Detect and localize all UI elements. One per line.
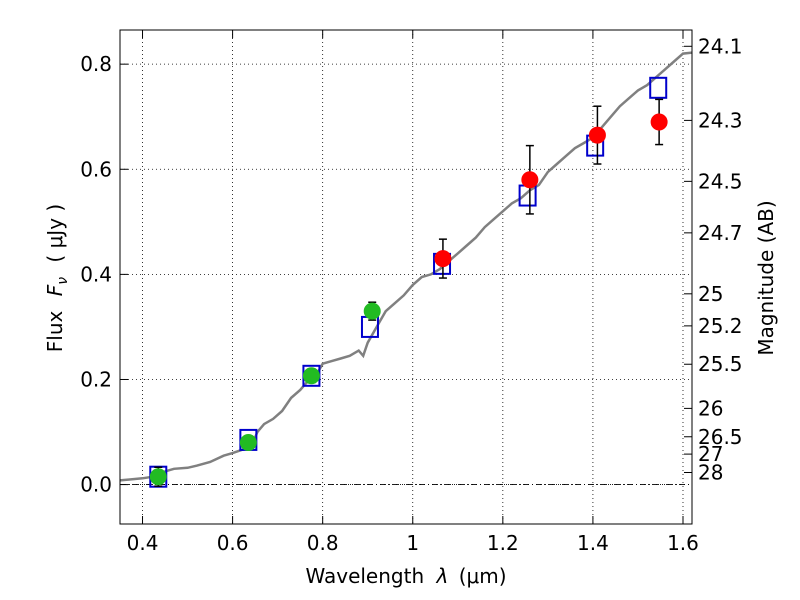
right-tick-label: 26.5	[698, 425, 743, 449]
photometry-point	[588, 126, 606, 144]
right-tick-label: 24.3	[698, 108, 743, 132]
model-spectrum-series	[119, 51, 693, 482]
axis-ticks: 0.4 0.6 0.8 1 1.2 1.4 1.6 0.0 0.2 0.4 0.6 0.8 24.1 24…	[80, 30, 743, 555]
photometry-point	[434, 250, 452, 268]
right-tick-label: 24.5	[698, 169, 743, 193]
x-tick-label: 1.6	[667, 531, 699, 555]
y-tick-label: 0.4	[80, 262, 112, 286]
x-axis-label: Wavelength λ (μm)	[305, 564, 506, 588]
right-axis-label: Magnitude (AB)	[754, 200, 778, 355]
x-tick-label: 1.2	[487, 531, 519, 555]
right-tick-label: 27	[698, 442, 723, 466]
x-tick-label: 1	[406, 531, 419, 555]
y-axis-label: Flux Fν ( μJy )	[43, 204, 72, 352]
right-tick-label: 25	[698, 282, 723, 306]
plot-frame	[119, 29, 693, 525]
y-tick-label: 0.8	[80, 52, 112, 76]
synthetic-square-marker	[649, 76, 668, 99]
x-tick-label: 0.6	[217, 531, 249, 555]
grid-lines	[120, 30, 692, 524]
y-tick-label: 0.6	[80, 157, 112, 181]
x-tick-label: 0.8	[307, 531, 339, 555]
observed-photometry-series	[149, 113, 668, 486]
photometry-point	[149, 468, 167, 486]
photometry-point	[521, 171, 539, 189]
photometry-point	[239, 434, 257, 452]
right-tick-label: 25.5	[698, 352, 743, 376]
photometry-point	[363, 302, 381, 320]
spectrum-line	[119, 51, 693, 482]
y-tick-label: 0.0	[80, 473, 112, 497]
error-bars	[154, 98, 664, 487]
right-tick-label: 25.2	[698, 314, 743, 338]
right-tick-label: 24.1	[698, 34, 743, 58]
right-tick-label: 26	[698, 396, 723, 420]
photometry-point	[650, 113, 668, 131]
right-tick-label: 28	[698, 460, 723, 484]
x-tick-label: 0.4	[127, 531, 159, 555]
photometry-point	[302, 367, 320, 385]
x-tick-label: 1.4	[577, 531, 609, 555]
y-tick-label: 0.2	[80, 367, 112, 391]
right-tick-label: 24.7	[698, 221, 743, 245]
